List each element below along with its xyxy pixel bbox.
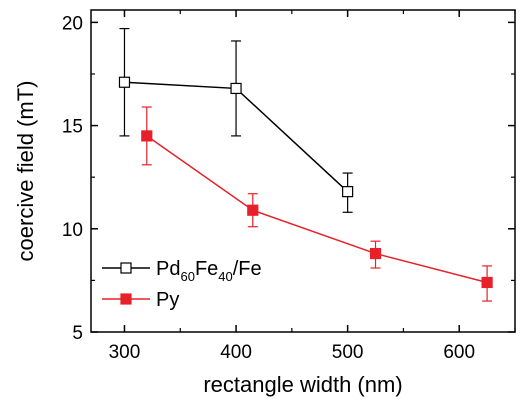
- y-tick-label: 10: [62, 220, 83, 241]
- plot-border: [91, 10, 515, 332]
- legend-item-py: Py: [102, 289, 179, 311]
- data-point: [119, 77, 129, 87]
- legend: Pd60Fe40/Fe Py: [102, 258, 262, 311]
- legend-label-py: Py: [156, 289, 179, 311]
- y-tick-label: 5: [72, 323, 83, 344]
- legend-fe: Fe: [195, 258, 218, 280]
- x-tick-label: 400: [220, 342, 252, 363]
- y-axis-title: coercive field (mT): [13, 81, 38, 262]
- legend-marker-pdfe: [121, 263, 131, 273]
- data-point: [142, 131, 152, 141]
- legend-pd: Pd: [156, 258, 180, 280]
- x-tick-label: 600: [443, 342, 475, 363]
- x-axis-title: rectangle width (nm): [203, 372, 402, 397]
- series-0: [119, 29, 352, 213]
- legend-item-pdfe: Pd60Fe40/Fe: [102, 258, 262, 284]
- legend-sub-40: 40: [218, 269, 232, 284]
- legend-sub-60: 60: [180, 269, 194, 284]
- axis-ticks: [91, 10, 515, 332]
- data-point: [482, 277, 492, 287]
- data-point: [343, 187, 353, 197]
- plot-frame: [91, 10, 515, 332]
- data-point: [371, 249, 381, 259]
- tick-labels: 300 400 500 600 5 10 15 20: [62, 13, 475, 363]
- x-tick-label: 300: [109, 342, 141, 363]
- data-point: [248, 205, 258, 215]
- x-tick-label: 500: [332, 342, 364, 363]
- y-tick-label: 20: [62, 13, 83, 34]
- data-point: [231, 83, 241, 93]
- y-tick-label: 15: [62, 117, 83, 138]
- legend-marker-py: [121, 294, 131, 304]
- legend-tail: /Fe: [233, 258, 262, 280]
- legend-label-pdfe: Pd60Fe40/Fe: [156, 258, 262, 284]
